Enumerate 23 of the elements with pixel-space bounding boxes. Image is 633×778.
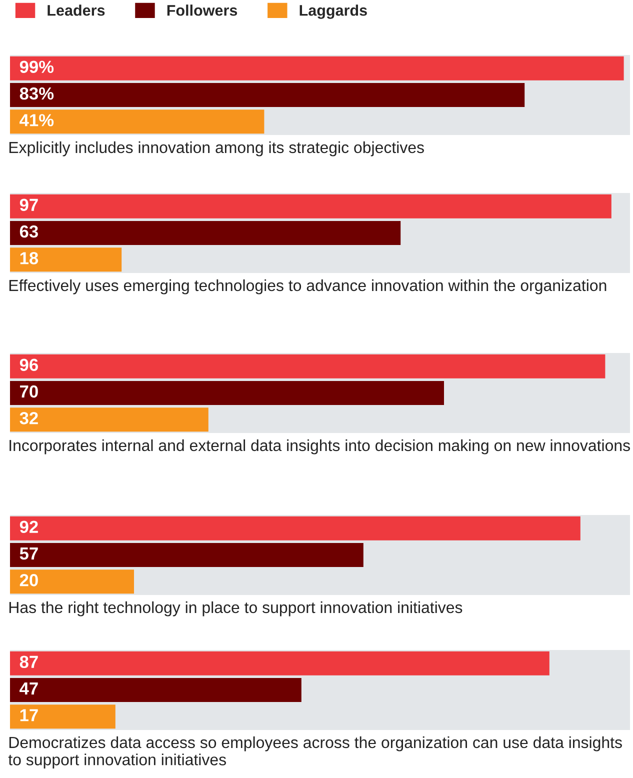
x-axis-title: Has the right technology in place to support innovation initiatives [9, 601, 462, 616]
data-label: 57 [20, 548, 38, 560]
data-label: 92 [20, 520, 38, 533]
data-label: 63 [20, 225, 38, 238]
x-axis-title: Explicitly includes innovation among its strategic objectives [9, 141, 424, 156]
data-label: 32 [20, 412, 38, 424]
data-label: 17 [20, 709, 38, 722]
legend-label: Laggards [300, 4, 367, 19]
data-label: 47 [20, 682, 38, 694]
legend-label: Followers [167, 4, 238, 16]
data-label: 83% [20, 87, 54, 100]
legend-label: Leaders [48, 4, 105, 16]
data-label: 20 [20, 574, 38, 586]
data-label: 70 [20, 385, 38, 398]
data-label: 41% [20, 114, 54, 126]
data-label: 96 [20, 358, 38, 371]
data-label: 97 [20, 198, 38, 211]
x-axis-title: Democratizes data access so employees across the organization can use data insights to support innovation initiatives [8, 736, 622, 768]
data-label: 87 [20, 656, 38, 668]
x-axis-title: Incorporates internal and external data insights into decision making on new innovations [10, 439, 630, 454]
data-label: 18 [20, 252, 38, 264]
x-axis-title: Effectively uses emerging technologies to advance innovation within the organization [9, 279, 606, 294]
data-label: 99% [20, 60, 54, 73]
